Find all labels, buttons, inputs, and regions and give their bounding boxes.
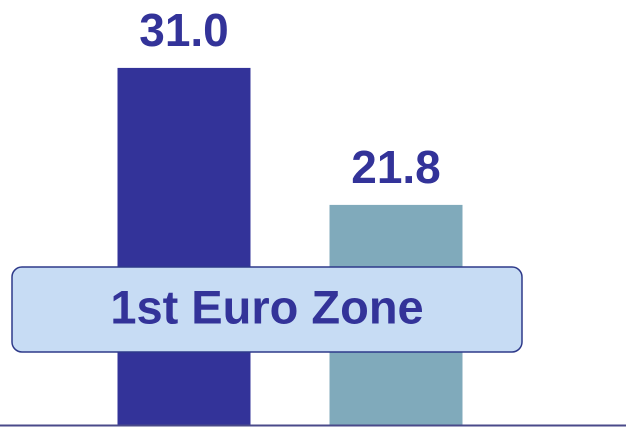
bar bbox=[117, 67, 251, 425]
value-label: 21.8 bbox=[351, 141, 441, 193]
annotation: 1st Euro Zone bbox=[110, 280, 423, 333]
value-label: 31.0 bbox=[139, 4, 229, 56]
annotation-box bbox=[11, 266, 523, 353]
